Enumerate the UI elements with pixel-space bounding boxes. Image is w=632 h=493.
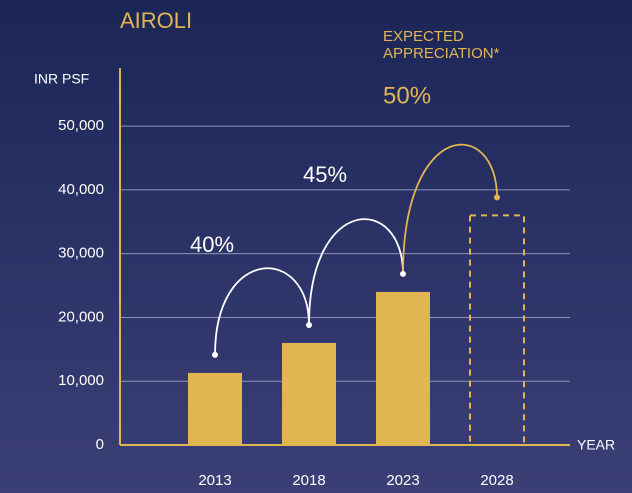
projected-bar	[469, 214, 525, 446]
x-tick-label: 2028	[480, 472, 513, 489]
annotation-label: 40%	[190, 232, 234, 257]
bar	[282, 342, 336, 445]
annotation-label: 50%	[383, 82, 431, 109]
growth-arc	[402, 143, 498, 274]
x-tick-label: 2018	[292, 472, 325, 489]
chart-title: AIROLI	[120, 8, 192, 33]
bar	[376, 291, 430, 445]
bar	[188, 372, 242, 445]
annotation-note: APPRECIATION*	[383, 45, 500, 62]
y-tick-label: 20,000	[58, 308, 104, 325]
y-axis-label: INR PSF	[34, 71, 89, 87]
growth-arc	[214, 267, 310, 355]
x-tick-label: 2023	[386, 472, 419, 489]
x-tick-label: 2013	[198, 472, 231, 489]
growth-dot	[400, 270, 406, 277]
y-tick-label: 0	[96, 436, 104, 453]
y-tick-label: 40,000	[58, 181, 104, 198]
growth-dot	[494, 194, 500, 201]
growth-dot	[306, 321, 312, 328]
y-tick-label: 50,000	[58, 117, 104, 134]
annotation-label: 45%	[303, 162, 347, 187]
growth-dot	[212, 351, 218, 358]
y-tick-label: 30,000	[58, 245, 104, 262]
x-axis-label: YEAR	[577, 437, 615, 453]
annotation-note: EXPECTED	[383, 28, 464, 45]
growth-arc	[308, 218, 404, 325]
y-tick-label: 10,000	[58, 372, 104, 389]
